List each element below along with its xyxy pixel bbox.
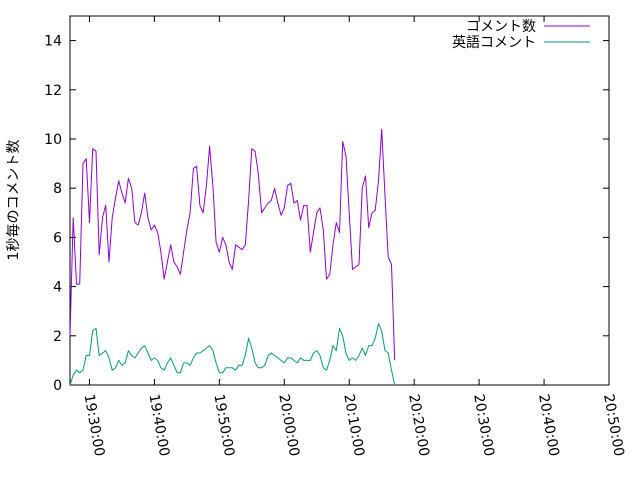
y-tick-label: 14	[44, 34, 62, 50]
x-tick-label: 20:20:00	[405, 393, 432, 458]
x-tick-label: 19:50:00	[210, 393, 237, 458]
y-tick-label: 12	[44, 83, 62, 99]
series-line-1	[69, 128, 396, 361]
y-tick-label: 0	[53, 378, 62, 394]
legend-label: 英語コメント	[452, 34, 536, 51]
x-tick-label: 19:30:00	[81, 393, 108, 458]
y-axis-label: 1秒毎のコメント数	[6, 140, 22, 261]
x-tick-label: 20:50:00	[600, 393, 627, 458]
plot-frame	[69, 15, 610, 386]
y-tick-label: 10	[44, 132, 62, 148]
y-tick-label: 2	[53, 329, 62, 345]
y-tick-label: 8	[53, 181, 62, 197]
series-line-2	[69, 323, 396, 386]
series-lines	[69, 128, 396, 386]
x-tick-label: 20:40:00	[535, 393, 562, 458]
x-axis-ticks: 19:30:00 19:40:00 19:50:00 20:00:00 20:10:00…	[81, 16, 627, 458]
x-tick-label: 20:00:00	[275, 393, 302, 458]
legend-label: コメント数	[466, 19, 536, 35]
x-tick-label: 19:40:00	[145, 393, 172, 458]
x-tick-label: 20:30:00	[470, 393, 497, 458]
y-tick-label: 6	[53, 230, 62, 246]
x-tick-label: 20:10:00	[340, 393, 367, 458]
y-tick-label: 4	[53, 280, 62, 296]
y-axis-ticks: 0 2 4 6 8 10 12 14	[44, 34, 609, 394]
